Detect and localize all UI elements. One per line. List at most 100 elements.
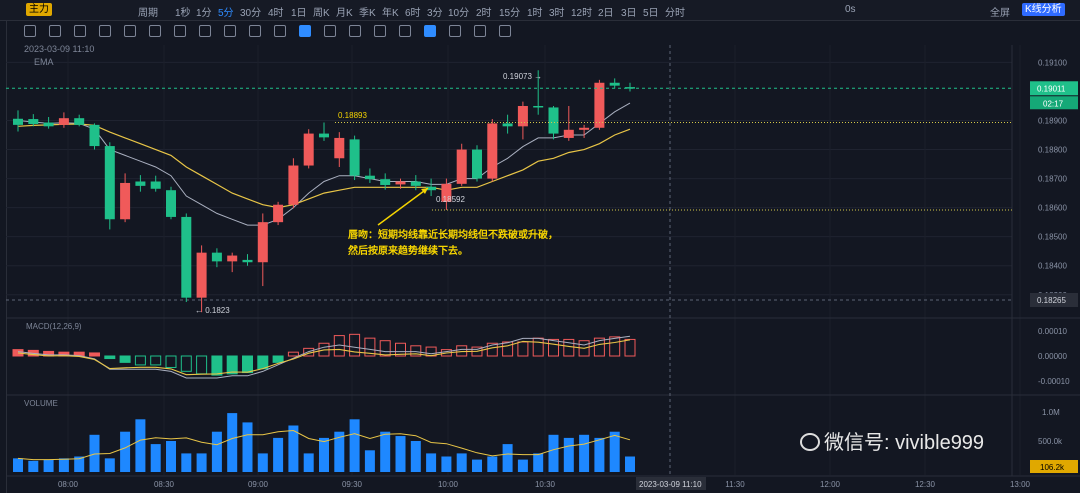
macd-bar [12,349,24,357]
volume-bar [196,453,207,472]
candle-body [441,183,452,202]
cursor-price-tag [1030,293,1078,307]
x-tick-label: 09:00 [248,480,269,489]
interval-week[interactable]: 周K [313,8,330,19]
volume-bar [563,437,574,472]
drawing-tool-icon[interactable] [449,25,461,37]
candle-body [43,122,54,127]
drawing-tool-icon[interactable] [124,25,136,37]
drawing-tool-icon[interactable] [249,25,261,37]
macd-y-tick: 0.00010 [1038,327,1067,336]
volume-bar [13,458,23,472]
x-tick-label: 12:00 [820,480,841,489]
volume-bar [288,425,299,472]
price-label-low-mid: 0.18592 [436,195,465,204]
interval-2h[interactable]: 2时 [476,8,492,19]
y-tick-label: 0.18500 [1038,233,1067,242]
interval-4h[interactable]: 4时 [268,8,284,19]
candle-body [364,175,375,180]
drawing-tool-icon[interactable] [49,25,61,37]
macd-bar [119,355,131,363]
interval-3m[interactable]: 3分 [427,8,443,19]
interval-15m[interactable]: 15分 [499,8,521,19]
interval-5d[interactable]: 5日 [643,8,659,19]
volume-bar [502,444,513,472]
interval-3h[interactable]: 3时 [549,8,565,19]
price-label-low: ← 0.1823 [195,306,230,315]
candle-body [579,127,590,130]
fullscreen-button[interactable]: 全屏 [990,8,1010,19]
drawing-tool-icon[interactable] [24,25,36,37]
macd-bar [287,351,299,357]
interval-1d[interactable]: 1日 [291,8,307,19]
macd-bar [242,355,253,374]
moving-averages [17,102,631,226]
macd-bar [532,337,544,357]
candle-body [548,107,559,134]
macd-bar [89,352,100,357]
macd-dea-line [17,339,631,376]
interval-1h[interactable]: 1时 [527,8,543,19]
candle-body [135,181,146,186]
drawing-tool-icon[interactable] [374,25,386,37]
y-tick-label: 0.18600 [1038,204,1067,213]
x-tick-label: 10:00 [438,480,459,489]
macd-label[interactable]: MACD(12,26,9) [26,322,82,331]
interval-year[interactable]: 年K [382,8,399,19]
candle-body [74,118,85,125]
interval-1m[interactable]: 1分 [196,8,212,19]
interval-12h[interactable]: 12时 [571,8,593,19]
last-price-tag-text: 0.19011 [1037,84,1066,93]
drawing-tool-icon[interactable] [99,25,111,37]
refresh-seconds[interactable]: 0s [845,4,856,15]
drawing-tool-icon[interactable] [499,25,511,37]
x-highlight-box [636,477,706,490]
interval-6h[interactable]: 6时 [405,8,421,19]
macd-bar [548,338,559,357]
drawing-tool-icon[interactable] [149,25,161,37]
volume-bar [89,434,100,472]
volume-bar [334,431,345,472]
drawing-tool-icon[interactable] [299,25,311,37]
countdown-tag [1030,96,1078,110]
interval-1s[interactable]: 1秒 [175,8,191,19]
drawing-tool-icon[interactable] [349,25,361,37]
ema-indicator-label[interactable]: EMA [34,57,54,67]
interval-5m[interactable]: 5分 [218,8,234,19]
volume-bar [472,459,482,472]
interval-month[interactable]: 月K [336,8,353,19]
macd-bar [563,338,575,357]
volume-label[interactable]: VOLUME [24,399,58,408]
period-label[interactable]: 周期 [138,8,158,19]
macd-dif-line [17,335,631,379]
candle-body [211,252,222,262]
interval-10m[interactable]: 10分 [448,8,470,19]
macd-bar [272,355,284,363]
macd-bar [379,340,391,357]
drawing-tool-icon[interactable] [74,25,86,37]
volume-pane [13,413,635,472]
interval-quarter[interactable]: 季K [359,8,376,19]
drawing-tool-icon[interactable] [324,25,336,37]
drawing-tool-icon[interactable] [424,25,436,37]
interval-timeshare[interactable]: 分时 [665,8,685,19]
interval-30m[interactable]: 30分 [240,8,262,19]
drawing-tool-icon[interactable] [274,25,286,37]
volume-bar [211,431,222,472]
interval-3d[interactable]: 3日 [621,8,637,19]
candle-body [288,165,299,205]
annotation-line-2: 然后按原来趋势继续下去。 [348,244,468,257]
drawing-tool-icon[interactable] [174,25,186,37]
drawing-tool-icon[interactable] [399,25,411,37]
kline-analysis-button[interactable]: K线分析 [1022,3,1065,16]
volume-bar [441,456,452,472]
drawing-tool-icon[interactable] [199,25,211,37]
main-force-badge[interactable]: 主力 [26,3,52,16]
candle-body [104,146,115,220]
drawing-tool-icon[interactable] [474,25,486,37]
interval-2d[interactable]: 2日 [598,8,614,19]
ema-short-line [17,102,631,226]
y-tick-label: 0.18400 [1038,262,1067,271]
drawing-tool-icon[interactable] [224,25,236,37]
